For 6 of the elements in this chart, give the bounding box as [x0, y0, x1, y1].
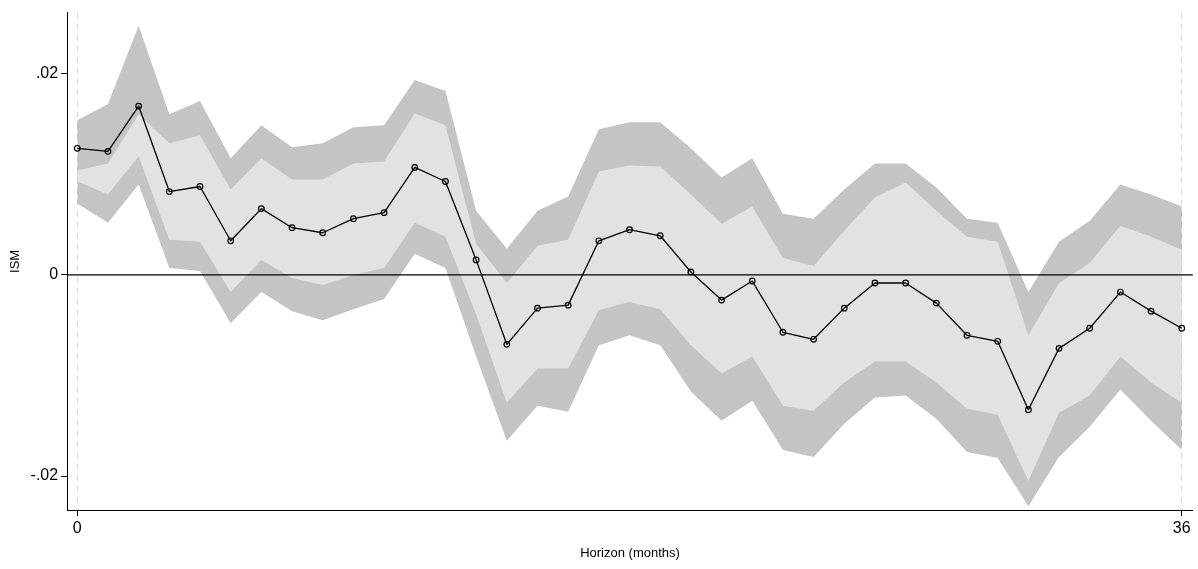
- x-tick-label: 36: [1172, 519, 1191, 537]
- y-axis-title: ISM: [7, 249, 23, 273]
- y-tick-label: .02: [35, 64, 59, 82]
- y-tick-label: 0: [49, 265, 59, 283]
- y-tick-label: -.02: [30, 466, 59, 484]
- x-axis-title: Horizon (months): [580, 544, 680, 560]
